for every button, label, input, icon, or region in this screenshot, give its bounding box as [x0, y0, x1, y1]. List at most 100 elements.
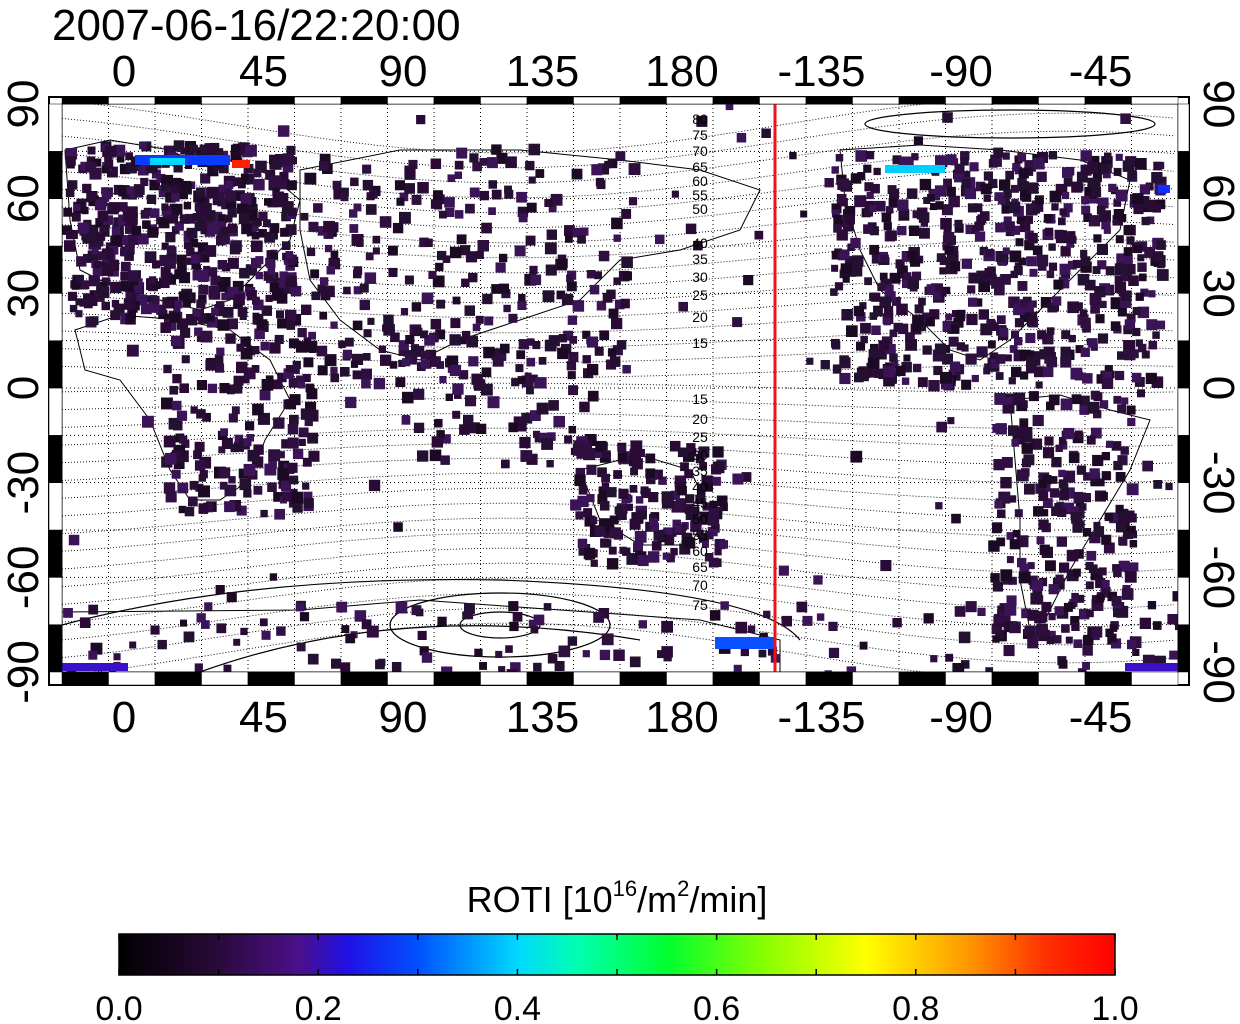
roti-cell [1012, 163, 1021, 172]
roti-cell [928, 380, 940, 392]
roti-cell [542, 290, 555, 303]
roti-cell [996, 537, 1006, 547]
roti-cell [517, 301, 527, 310]
roti-cell [180, 147, 188, 155]
roti-cell [674, 475, 687, 487]
roti-cell [565, 235, 573, 243]
roti-cell [65, 148, 78, 160]
roti-cell [432, 275, 445, 288]
lat-tick-label-left: 90 [0, 80, 48, 129]
roti-cell [65, 188, 75, 198]
map-title: 2007-06-16/22:20:00 [52, 1, 461, 50]
roti-cell [561, 293, 574, 306]
roti-cell [1090, 479, 1098, 487]
contour-line [62, 166, 1175, 214]
roti-cell [948, 369, 956, 377]
roti-cell [1094, 526, 1105, 537]
roti-cell [978, 309, 989, 320]
roti-cell [233, 375, 244, 386]
roti-cell [655, 234, 665, 245]
roti-cell [179, 435, 188, 444]
roti-cell [1114, 263, 1127, 275]
roti-cell [1099, 491, 1108, 501]
roti-cell [1127, 417, 1136, 427]
roti-cell [1073, 639, 1083, 648]
roti-cell [1020, 427, 1033, 439]
roti-cell [889, 329, 898, 338]
contour-label: 70 [692, 143, 708, 159]
roti-cell [1137, 306, 1150, 319]
roti-cell [264, 198, 272, 206]
roti-cell [907, 277, 919, 289]
roti-cell [702, 502, 711, 511]
roti-cell [839, 355, 849, 365]
roti-cell [345, 396, 357, 409]
roti-cell [1115, 153, 1123, 161]
roti-cell [129, 641, 137, 649]
roti-cell [207, 210, 216, 219]
frame-band-bottom [712, 671, 760, 686]
roti-cell [964, 187, 977, 200]
roti-cell [1024, 625, 1035, 637]
contour-label: 40 [692, 235, 708, 251]
roti-cell [1088, 338, 1098, 348]
lat-tick-label-right: -90 [1194, 640, 1240, 704]
roti-cell [1013, 433, 1025, 445]
roti-cell [1019, 312, 1030, 323]
roti-cell [142, 220, 151, 229]
roti-cell [1081, 493, 1091, 503]
roti-cell [288, 338, 299, 349]
roti-cell [586, 494, 595, 503]
roti-cell [241, 173, 249, 181]
roti-cell [865, 151, 875, 160]
roti-cell [1109, 512, 1120, 524]
roti-cell [871, 292, 881, 302]
roti-cell [136, 294, 148, 306]
roti-cell [1097, 260, 1107, 270]
roti-cell [1019, 400, 1028, 409]
roti-cell [219, 383, 230, 394]
roti-cell [504, 185, 512, 194]
frame-band-top [387, 96, 435, 105]
roti-cell [171, 400, 182, 411]
roti-cell [452, 383, 464, 395]
roti-cell [1028, 391, 1039, 402]
roti-cell [281, 241, 291, 250]
roti-cell [125, 162, 137, 174]
roti-cell [1157, 260, 1165, 269]
roti-cell [1033, 351, 1042, 359]
roti-cell [243, 438, 252, 447]
roti-cell [1021, 608, 1031, 619]
roti-cell [650, 522, 659, 532]
frame-band-top [1038, 96, 1086, 105]
roti-cell [236, 505, 247, 516]
frame-band-top [154, 96, 202, 105]
roti-cell [1093, 392, 1103, 402]
roti-cell [425, 349, 437, 361]
roti-cell [720, 601, 729, 610]
roti-cell [1059, 208, 1067, 216]
roti-cell [302, 374, 311, 382]
roti-cell [1076, 594, 1085, 603]
roti-cell [270, 252, 279, 260]
roti-cell [1082, 645, 1093, 656]
roti-cell [1066, 549, 1079, 562]
roti-cell [165, 274, 176, 285]
roti-cell [828, 621, 838, 631]
roti-cell [228, 413, 238, 423]
roti-cell [1102, 378, 1114, 389]
roti-cell [1169, 650, 1178, 660]
roti-cell [1051, 457, 1062, 468]
roti-cell [378, 345, 386, 353]
frame-band-top [991, 96, 1039, 105]
roti-cell [1067, 487, 1075, 495]
frame-band-top [1084, 96, 1132, 105]
roti-cell [1009, 345, 1018, 353]
roti-cell [411, 195, 422, 205]
roti-cell [126, 344, 139, 357]
roti-cell [254, 328, 265, 340]
roti-cell [449, 364, 462, 377]
roti-cell [1080, 256, 1091, 267]
roti-cell [521, 412, 533, 424]
roti-cell [211, 211, 223, 223]
